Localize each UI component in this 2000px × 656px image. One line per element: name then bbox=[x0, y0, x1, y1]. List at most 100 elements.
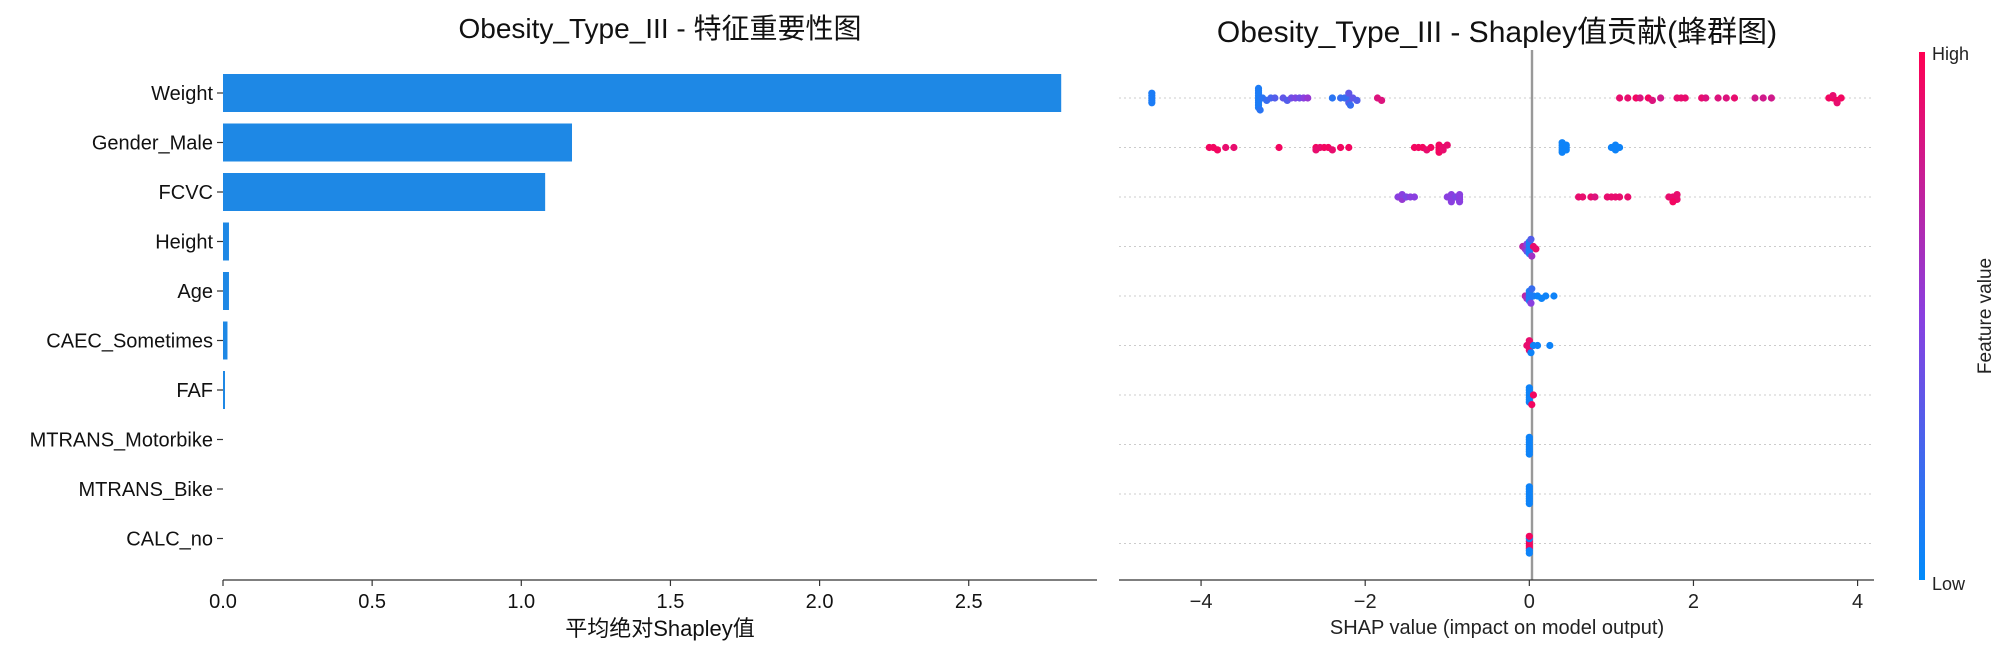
beeswarm-point-Weight bbox=[1148, 99, 1156, 107]
beeswarm-points bbox=[1148, 84, 1845, 557]
beeswarm-point-Weight bbox=[1767, 94, 1776, 102]
beeswarm-point-Weight bbox=[1256, 106, 1264, 114]
beeswarm-panel: Obesity_Type_III - Shapley值贡献(蜂群图) −4 −2 0… bbox=[1119, 16, 1874, 639]
beeswarm-point-Weight bbox=[1714, 94, 1722, 102]
beeswarm-point-Gender_Male bbox=[1230, 143, 1238, 152]
beeswarm-x-tick-label: 0 bbox=[1524, 591, 1535, 613]
beeswarm-point-Weight bbox=[1624, 94, 1632, 102]
bar-y-tick-label: Height bbox=[155, 232, 213, 254]
beeswarm-point-MTRANS_Bike bbox=[1525, 483, 1533, 491]
bar-group bbox=[223, 74, 1062, 409]
beeswarm-point-Weight bbox=[1346, 101, 1355, 109]
beeswarm-point-Weight bbox=[1304, 94, 1312, 102]
beeswarm-point-Weight bbox=[1378, 96, 1386, 104]
beeswarm-point-Gender_Male bbox=[1562, 141, 1570, 149]
beeswarm-point-Weight bbox=[1353, 96, 1361, 104]
beeswarm-point-Age bbox=[1550, 292, 1558, 300]
bar-x-tick-label: 1.5 bbox=[657, 591, 685, 613]
bar-y-tick-label: MTRANS_Motorbike bbox=[30, 430, 213, 452]
bar-y-tick-label: FAF bbox=[176, 380, 213, 402]
beeswarm-point-Gender_Male bbox=[1443, 141, 1451, 149]
beeswarm-point-MTRANS_Motorbike bbox=[1525, 450, 1533, 458]
beeswarm-point-Age bbox=[1542, 292, 1550, 300]
bar-x-tick-label: 2.0 bbox=[806, 591, 834, 613]
beeswarm-point-MTRANS_Bike bbox=[1525, 500, 1533, 508]
bar-Height bbox=[223, 222, 229, 261]
bar-y-tick-label: CAEC_Sometimes bbox=[46, 331, 213, 353]
colorbar: High Low Feature value bbox=[1919, 44, 1996, 594]
beeswarm-x-tick-label: 4 bbox=[1852, 591, 1863, 613]
bar-Weight bbox=[223, 74, 1062, 112]
bar-FCVC bbox=[223, 173, 546, 211]
beeswarm-point-Gender_Male bbox=[1345, 143, 1353, 152]
beeswarm-point-CAEC_Sometimes bbox=[1527, 349, 1535, 357]
beeswarm-point-Weight bbox=[1345, 89, 1353, 97]
beeswarm-point-Weight bbox=[1759, 94, 1767, 102]
beeswarm-point-FCVC bbox=[1673, 191, 1681, 199]
beeswarm-point-Gender_Male bbox=[1328, 146, 1336, 154]
bar-x-axis-label: 平均绝对Shapley值 bbox=[565, 616, 755, 641]
beeswarm-point-Gender_Male bbox=[1222, 143, 1230, 152]
beeswarm-point-Weight bbox=[1730, 94, 1739, 102]
bar-CAEC_Sometimes bbox=[223, 321, 228, 360]
beeswarm-x-tick-label: −2 bbox=[1354, 591, 1377, 613]
beeswarm-point-MTRANS_Motorbike bbox=[1525, 433, 1533, 441]
beeswarm-point-FCVC bbox=[1447, 198, 1455, 206]
bar-y-tick-label: MTRANS_Bike bbox=[79, 479, 213, 501]
beeswarm-point-FCVC bbox=[1615, 193, 1624, 201]
beeswarm-point-Height bbox=[1532, 245, 1540, 253]
bar-y-tick-label: Age bbox=[177, 281, 213, 303]
bar-x-ticks: 0.0 0.5 1.0 1.5 2.0 2.5 bbox=[209, 580, 983, 613]
beeswarm-point-Gender_Male bbox=[1275, 143, 1283, 152]
beeswarm-point-FAF bbox=[1529, 391, 1538, 399]
bar-y-tick-labels: Weight Gender_Male FCVC Height Age CAEC_Somet… bbox=[30, 83, 223, 551]
beeswarm-point-Height bbox=[1528, 252, 1536, 260]
beeswarm-title: Obesity_Type_III - Shapley值贡献(蜂群图) bbox=[1217, 16, 1777, 49]
beeswarm-point-Weight bbox=[1328, 94, 1336, 102]
beeswarm-point-FCVC bbox=[1410, 193, 1419, 201]
beeswarm-point-FAF bbox=[1528, 401, 1536, 409]
beeswarm-point-Weight bbox=[1657, 94, 1665, 102]
colorbar-gradient bbox=[1919, 52, 1925, 580]
beeswarm-point-FCVC bbox=[1455, 198, 1464, 206]
beeswarm-x-tick-label: 2 bbox=[1688, 591, 1699, 613]
beeswarm-point-Weight bbox=[1722, 94, 1730, 102]
bar-Age bbox=[223, 272, 229, 310]
beeswarm-point-Weight bbox=[1829, 92, 1837, 100]
beeswarm-point-Weight bbox=[1837, 94, 1845, 102]
colorbar-title: Feature value bbox=[1975, 258, 1996, 374]
beeswarm-point-FAF bbox=[1525, 384, 1533, 392]
bar-y-tick-label: CALC_no bbox=[126, 529, 213, 551]
beeswarm-point-FCVC bbox=[1624, 193, 1632, 201]
colorbar-high-label: High bbox=[1932, 44, 1969, 64]
beeswarm-point-CAEC_Sometimes bbox=[1525, 337, 1533, 345]
beeswarm-point-Gender_Male bbox=[1213, 146, 1222, 154]
beeswarm-point-Age bbox=[1528, 285, 1536, 293]
beeswarm-point-CALC_no bbox=[1525, 549, 1533, 557]
beeswarm-point-Weight bbox=[1681, 94, 1689, 102]
bar-x-tick-label: 0.5 bbox=[358, 591, 386, 613]
beeswarm-point-Weight bbox=[1636, 94, 1644, 102]
beeswarm-point-Gender_Male bbox=[1439, 146, 1447, 154]
beeswarm-point-Weight bbox=[1751, 94, 1759, 102]
beeswarm-point-CALC_no bbox=[1525, 532, 1533, 540]
beeswarm-row-guides bbox=[1119, 97, 1874, 544]
beeswarm-point-Weight bbox=[1271, 94, 1279, 102]
beeswarm-point-Weight bbox=[1648, 96, 1657, 104]
beeswarm-x-ticks: −4 −2 0 2 4 bbox=[1190, 580, 1863, 613]
beeswarm-point-Weight bbox=[1254, 84, 1263, 92]
beeswarm-point-Weight bbox=[1702, 94, 1710, 102]
bar-x-tick-label: 2.5 bbox=[955, 591, 983, 613]
beeswarm-point-Gender_Male bbox=[1611, 141, 1620, 149]
beeswarm-point-FCVC bbox=[1669, 198, 1677, 206]
beeswarm-point-Gender_Male bbox=[1427, 143, 1435, 152]
bar-chart-panel: Obesity_Type_III - 特征重要性图 Weight Gender_M… bbox=[30, 13, 1097, 641]
bar-y-tick-label: Gender_Male bbox=[92, 133, 213, 155]
beeswarm-point-Gender_Male bbox=[1312, 146, 1320, 154]
beeswarm-point-Weight bbox=[1615, 94, 1624, 102]
beeswarm-x-tick-label: −4 bbox=[1190, 591, 1213, 613]
colorbar-low-label: Low bbox=[1932, 574, 1966, 594]
beeswarm-point-CAEC_Sometimes bbox=[1546, 341, 1554, 350]
beeswarm-point-Age bbox=[1527, 299, 1535, 307]
bar-y-tick-label: Weight bbox=[151, 83, 213, 105]
